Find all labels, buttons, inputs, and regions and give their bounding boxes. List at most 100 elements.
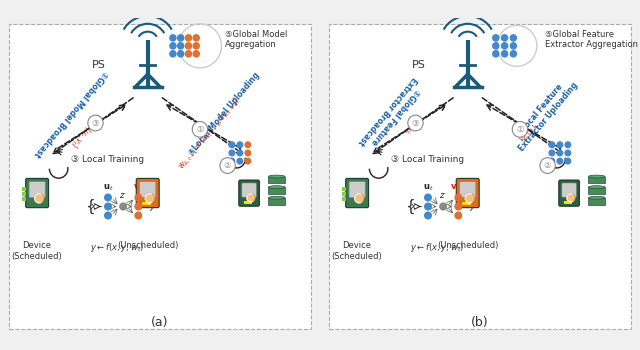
Text: ①: ①: [516, 125, 524, 134]
Circle shape: [135, 212, 141, 219]
Circle shape: [178, 43, 184, 49]
Circle shape: [425, 194, 431, 201]
Ellipse shape: [588, 175, 605, 178]
FancyBboxPatch shape: [461, 202, 470, 205]
Text: ⑤Global Model
Aggregation: ⑤Global Model Aggregation: [225, 30, 287, 49]
Text: $y \leftarrow f(x, y; w_t)$: $y \leftarrow f(x, y; w_t)$: [90, 241, 144, 254]
FancyBboxPatch shape: [242, 183, 256, 197]
FancyBboxPatch shape: [10, 24, 310, 329]
Text: $\hat{y}$: $\hat{y}$: [469, 199, 477, 214]
Text: ③ Local Training: ③ Local Training: [71, 155, 145, 164]
FancyBboxPatch shape: [136, 178, 159, 208]
Circle shape: [193, 43, 199, 49]
Circle shape: [510, 35, 516, 41]
Text: ②: ②: [544, 161, 551, 170]
Circle shape: [565, 150, 571, 156]
FancyBboxPatch shape: [239, 180, 259, 206]
Ellipse shape: [588, 196, 605, 199]
Text: ④Local Model Uploading: ④Local Model Uploading: [188, 70, 262, 157]
Text: (Unscheduled): (Unscheduled): [437, 241, 499, 250]
Ellipse shape: [588, 186, 605, 189]
Text: ①Global Feature
Extractor Broadcast: ①Global Feature Extractor Broadcast: [356, 74, 426, 153]
Circle shape: [408, 115, 423, 131]
Circle shape: [245, 158, 251, 164]
Circle shape: [510, 43, 516, 49]
Text: ③: ③: [92, 119, 99, 127]
Circle shape: [229, 150, 235, 156]
FancyBboxPatch shape: [342, 188, 346, 191]
FancyBboxPatch shape: [342, 197, 346, 201]
Ellipse shape: [268, 186, 285, 189]
Circle shape: [178, 51, 184, 57]
Circle shape: [549, 142, 555, 148]
Text: $y \leftarrow f(x, y; w_t)$: $y \leftarrow f(x, y; w_t)$: [410, 241, 464, 254]
Circle shape: [465, 193, 475, 203]
FancyBboxPatch shape: [562, 183, 576, 197]
Circle shape: [557, 158, 563, 164]
FancyBboxPatch shape: [330, 24, 630, 329]
Circle shape: [237, 150, 243, 156]
Circle shape: [455, 194, 461, 201]
FancyBboxPatch shape: [22, 192, 26, 196]
Circle shape: [170, 51, 176, 57]
Circle shape: [502, 51, 508, 57]
Circle shape: [245, 150, 251, 156]
Circle shape: [34, 193, 44, 203]
Ellipse shape: [268, 175, 285, 178]
Text: ④Local Feature
Extractor Uploading: ④Local Feature Extractor Uploading: [509, 74, 580, 153]
FancyBboxPatch shape: [346, 178, 369, 208]
Text: ③ Local Training: ③ Local Training: [391, 155, 465, 164]
FancyBboxPatch shape: [349, 182, 365, 197]
Circle shape: [229, 158, 235, 164]
Circle shape: [135, 203, 141, 210]
Circle shape: [105, 212, 111, 219]
Circle shape: [549, 150, 555, 156]
Circle shape: [549, 158, 555, 164]
Circle shape: [135, 194, 141, 201]
Circle shape: [425, 203, 431, 210]
Circle shape: [120, 203, 127, 210]
FancyBboxPatch shape: [29, 182, 45, 197]
Text: $\mathbf{u}_t$: $\mathbf{u}_t$: [102, 183, 113, 193]
Circle shape: [512, 121, 527, 137]
Circle shape: [557, 142, 563, 148]
Circle shape: [245, 142, 251, 148]
FancyBboxPatch shape: [559, 180, 579, 206]
FancyBboxPatch shape: [140, 182, 156, 197]
Circle shape: [354, 193, 364, 203]
Circle shape: [493, 35, 499, 41]
Circle shape: [455, 212, 461, 219]
Circle shape: [557, 150, 563, 156]
FancyBboxPatch shape: [460, 182, 476, 197]
Text: $x$: $x$: [410, 202, 417, 211]
Circle shape: [502, 43, 508, 49]
Text: PS: PS: [92, 60, 106, 70]
Circle shape: [565, 158, 571, 164]
Circle shape: [566, 193, 575, 202]
Circle shape: [540, 158, 556, 173]
Circle shape: [237, 158, 243, 164]
Text: $u_t$: $u_t$: [399, 122, 413, 136]
FancyBboxPatch shape: [588, 187, 605, 194]
FancyBboxPatch shape: [26, 178, 49, 208]
Text: {: {: [405, 199, 415, 214]
FancyBboxPatch shape: [22, 188, 26, 191]
Circle shape: [493, 51, 499, 57]
FancyBboxPatch shape: [456, 178, 479, 208]
Circle shape: [220, 158, 236, 173]
Circle shape: [170, 35, 176, 41]
Text: {: {: [85, 199, 95, 214]
FancyBboxPatch shape: [268, 176, 285, 183]
Circle shape: [565, 142, 571, 148]
Text: ①: ①: [196, 125, 204, 134]
Circle shape: [193, 51, 199, 57]
FancyBboxPatch shape: [141, 202, 150, 205]
Circle shape: [186, 35, 191, 41]
Text: ③: ③: [412, 119, 419, 127]
Circle shape: [88, 115, 103, 131]
Circle shape: [186, 51, 191, 57]
Text: $w_{k,t+1} = (\hat{u}_{k,t+1}, v_{k,t+1})$: $w_{k,t+1} = (\hat{u}_{k,t+1}, v_{k,t+1}…: [175, 93, 243, 172]
Circle shape: [425, 212, 431, 219]
Text: (a): (a): [151, 316, 169, 329]
FancyBboxPatch shape: [588, 198, 605, 204]
